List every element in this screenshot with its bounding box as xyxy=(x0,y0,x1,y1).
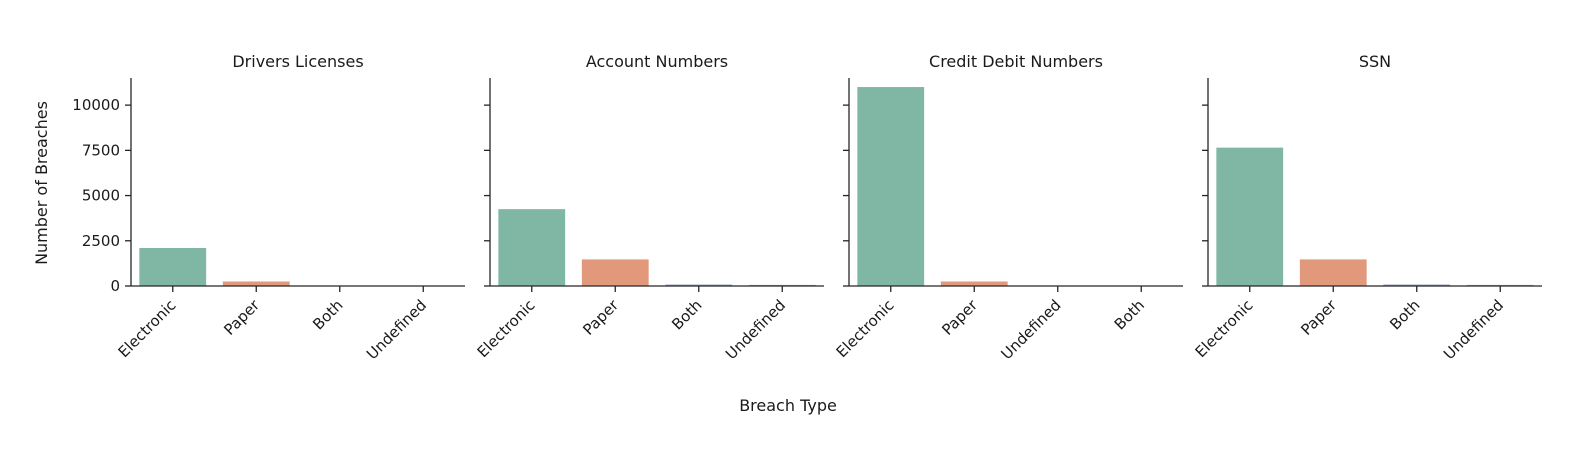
panel-title: Account Numbers xyxy=(586,52,728,71)
x-tick-label: Paper xyxy=(938,296,981,339)
x-tick-label: Undefined xyxy=(363,296,430,363)
y-tick-label: 7500 xyxy=(82,141,120,159)
bar-electronic xyxy=(1216,147,1284,286)
bar-electronic xyxy=(139,248,207,286)
x-tick-label: Both xyxy=(309,296,346,333)
panel-title: Credit Debit Numbers xyxy=(929,52,1103,71)
bar-electronic xyxy=(498,209,566,286)
x-tick-label: Paper xyxy=(1297,296,1340,339)
x-tick-label: Both xyxy=(668,296,705,333)
bar-paper xyxy=(940,281,1008,286)
x-tick-label: Electronic xyxy=(474,296,539,361)
x-tick-label: Undefined xyxy=(722,296,789,363)
x-tick-label: Paper xyxy=(579,296,622,339)
y-axis-label: Number of Breaches xyxy=(32,101,51,265)
y-tick-label: 0 xyxy=(110,277,120,295)
x-tick-label: Paper xyxy=(220,296,263,339)
y-tick-label: 10000 xyxy=(72,96,120,114)
y-tick-label: 2500 xyxy=(82,232,120,250)
x-tick-label: Electronic xyxy=(115,296,180,361)
x-tick-label: Both xyxy=(1111,296,1148,333)
x-tick-label: Electronic xyxy=(833,296,898,361)
bar-paper xyxy=(222,281,290,286)
bar-paper xyxy=(1299,259,1367,286)
panel-3: SSN Electronic Paper Both Undefined xyxy=(1192,52,1542,363)
x-axis-label: Breach Type xyxy=(739,396,837,415)
bar-electronic xyxy=(857,87,925,286)
y-tick-label: 5000 xyxy=(82,187,120,205)
panel-0: Drivers Licenses Electronic Paper Both Undef… xyxy=(72,52,465,363)
x-tick-label: Both xyxy=(1386,296,1423,333)
bar-both xyxy=(665,284,733,286)
panel-title: Drivers Licenses xyxy=(232,52,363,71)
panel-1: Account Numbers Electronic Paper Both Undefi… xyxy=(474,52,824,363)
bar-both xyxy=(1383,284,1451,286)
panel-title: SSN xyxy=(1359,52,1391,71)
x-tick-label: Undefined xyxy=(1440,296,1507,363)
panel-2: Credit Debit Numbers Electronic Paper Undef… xyxy=(833,52,1183,363)
x-tick-label: Electronic xyxy=(1192,296,1257,361)
bar-paper xyxy=(581,259,649,286)
x-tick-label: Undefined xyxy=(997,296,1064,363)
